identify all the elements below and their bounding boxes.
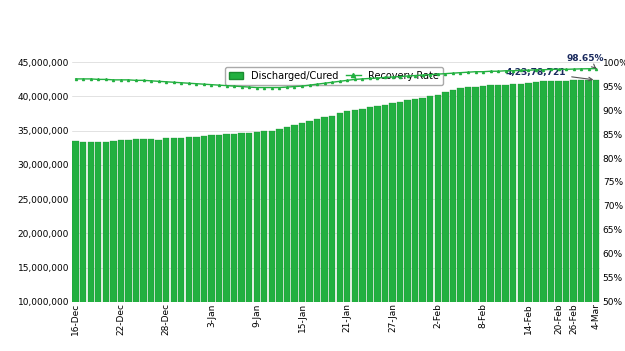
- Bar: [125, 140, 132, 351]
- Bar: [352, 110, 358, 351]
- Bar: [178, 138, 184, 351]
- Bar: [186, 138, 192, 351]
- Bar: [284, 127, 290, 351]
- Bar: [193, 137, 199, 351]
- Bar: [465, 87, 471, 351]
- Text: 98.65%: 98.65%: [566, 54, 604, 68]
- Bar: [329, 115, 336, 351]
- Bar: [95, 142, 101, 351]
- Bar: [540, 81, 547, 351]
- Bar: [427, 97, 434, 351]
- Bar: [171, 138, 177, 351]
- Bar: [555, 81, 562, 351]
- Bar: [216, 135, 222, 351]
- Bar: [488, 85, 494, 351]
- Bar: [110, 141, 117, 351]
- Bar: [132, 139, 139, 351]
- Bar: [118, 140, 124, 351]
- Bar: [510, 84, 516, 351]
- Bar: [276, 129, 282, 351]
- Bar: [571, 80, 577, 351]
- Bar: [442, 92, 449, 351]
- Bar: [208, 135, 214, 351]
- Bar: [299, 123, 305, 351]
- Text: Recovered cases over 4.23 Cr & Recovery rate at 98.65%: Recovered cases over 4.23 Cr & Recovery …: [45, 18, 580, 36]
- Bar: [472, 87, 479, 351]
- Bar: [314, 119, 320, 351]
- Bar: [321, 117, 328, 351]
- Bar: [495, 85, 501, 351]
- Bar: [163, 139, 169, 351]
- Bar: [201, 136, 207, 351]
- Bar: [397, 102, 403, 351]
- Bar: [374, 106, 381, 351]
- Bar: [344, 112, 351, 351]
- Bar: [593, 80, 599, 351]
- Bar: [458, 88, 464, 351]
- Bar: [246, 133, 252, 351]
- Bar: [404, 100, 411, 351]
- Bar: [306, 121, 312, 351]
- Bar: [80, 141, 86, 351]
- Bar: [548, 81, 554, 351]
- Bar: [359, 109, 366, 351]
- Bar: [269, 131, 275, 351]
- Bar: [261, 131, 268, 351]
- Bar: [503, 85, 509, 351]
- Bar: [102, 142, 109, 351]
- Bar: [389, 103, 396, 351]
- Bar: [586, 80, 592, 351]
- Bar: [254, 132, 260, 351]
- Bar: [336, 113, 343, 351]
- Bar: [434, 95, 441, 351]
- Bar: [578, 80, 584, 351]
- Bar: [419, 98, 426, 351]
- Bar: [532, 82, 539, 351]
- Legend: Discharged/Cured, Recovery Rate: Discharged/Cured, Recovery Rate: [224, 67, 443, 85]
- Bar: [563, 81, 569, 351]
- Bar: [291, 125, 297, 351]
- Text: 4,23,78,721: 4,23,78,721: [506, 68, 592, 81]
- Bar: [141, 139, 147, 351]
- Bar: [480, 86, 486, 351]
- Bar: [231, 134, 238, 351]
- Bar: [412, 99, 418, 351]
- Bar: [223, 134, 230, 351]
- Bar: [449, 90, 456, 351]
- Bar: [382, 105, 388, 351]
- Bar: [525, 83, 531, 351]
- Bar: [148, 139, 154, 351]
- Bar: [518, 84, 524, 351]
- Bar: [367, 107, 373, 351]
- Bar: [238, 133, 245, 351]
- Bar: [88, 142, 94, 351]
- Bar: [156, 140, 162, 351]
- Bar: [72, 141, 79, 351]
